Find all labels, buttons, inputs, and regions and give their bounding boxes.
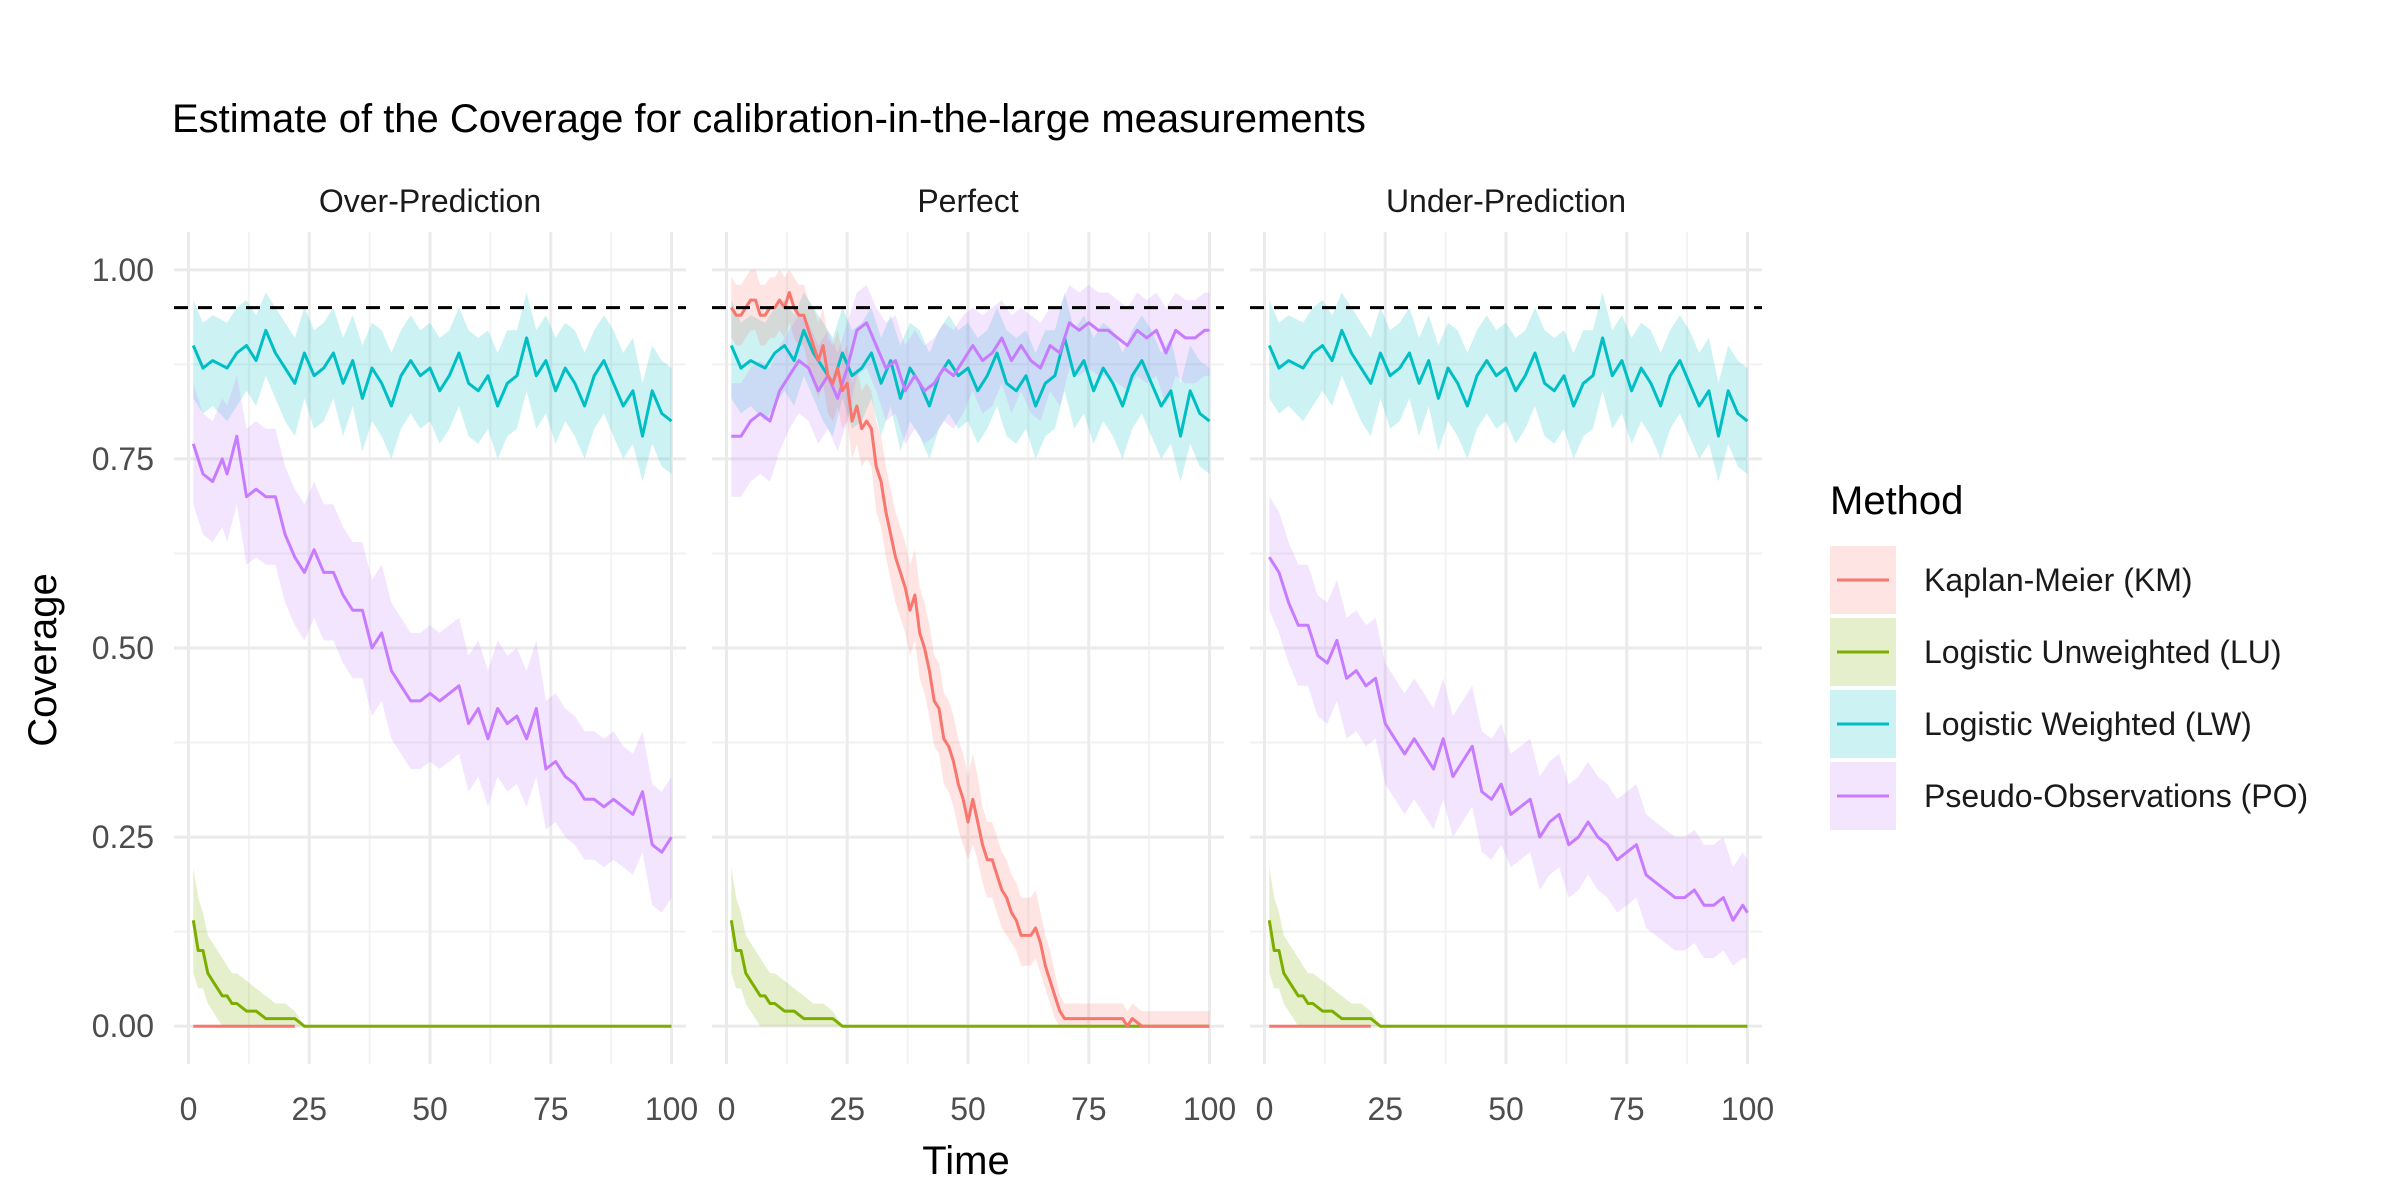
facet-panels: Over-Prediction 0 25 50 75 100 Perfect 0 25 50 75 1… bbox=[174, 183, 1774, 1127]
facet-panel: Perfect 0 25 50 75 100 bbox=[712, 183, 1236, 1127]
legend-items: Kaplan-Meier (KM) Logistic Unweighted (LU… bbox=[1830, 546, 2308, 830]
confidence-band bbox=[193, 292, 672, 482]
legend-item: Logistic Unweighted (LU) bbox=[1830, 618, 2282, 686]
chart-title: Estimate of the Coverage for calibration… bbox=[172, 97, 1366, 141]
x-tick-label: 75 bbox=[533, 1091, 569, 1127]
legend: Method Kaplan-Meier (KM) Logistic Unweigh… bbox=[1830, 479, 2308, 830]
x-tick-label: 75 bbox=[1071, 1091, 1107, 1127]
legend-label: Kaplan-Meier (KM) bbox=[1924, 562, 2193, 598]
series-line bbox=[191, 328, 673, 438]
legend-title: Method bbox=[1830, 479, 1963, 523]
series-line bbox=[730, 291, 1210, 1028]
series-line bbox=[191, 434, 673, 854]
series-line bbox=[1268, 556, 1749, 922]
confidence-band bbox=[193, 375, 672, 913]
confidence-band bbox=[731, 284, 1210, 497]
y-tick-label: 0.75 bbox=[92, 441, 154, 477]
legend-item: Kaplan-Meier (KM) bbox=[1830, 546, 2193, 614]
facet-strip-label: Under-Prediction bbox=[1386, 183, 1626, 219]
x-tick-label: 100 bbox=[1721, 1091, 1774, 1127]
y-axis-title: Coverage bbox=[21, 573, 65, 746]
legend-label: Pseudo-Observations (PO) bbox=[1924, 778, 2308, 814]
facet-panel: Under-Prediction 0 25 50 75 100 bbox=[1250, 183, 1774, 1127]
legend-label: Logistic Weighted (LW) bbox=[1924, 706, 2252, 742]
x-tick-label: 50 bbox=[950, 1091, 986, 1127]
y-tick-label: 1.00 bbox=[92, 252, 154, 288]
facet-strip-label: Over-Prediction bbox=[319, 183, 541, 219]
series-line bbox=[1267, 920, 1748, 1028]
series-line bbox=[191, 920, 672, 1028]
x-tick-label: 75 bbox=[1609, 1091, 1645, 1127]
series-line bbox=[731, 321, 1210, 438]
series-line bbox=[729, 920, 1210, 1028]
facet-panel: Over-Prediction 0 25 50 75 100 bbox=[174, 183, 698, 1127]
facet-strip-label: Perfect bbox=[917, 183, 1018, 219]
x-axis-title: Time bbox=[922, 1139, 1009, 1183]
x-tick-label: 25 bbox=[829, 1091, 865, 1127]
y-tick-label: 0.25 bbox=[92, 819, 154, 855]
confidence-band bbox=[1269, 496, 1748, 966]
x-tick-label: 100 bbox=[645, 1091, 698, 1127]
confidence-band bbox=[1269, 292, 1748, 482]
x-tick-label: 50 bbox=[412, 1091, 448, 1127]
x-tick-label: 0 bbox=[1256, 1091, 1274, 1127]
x-tick-label: 0 bbox=[180, 1091, 198, 1127]
x-tick-label: 25 bbox=[1367, 1091, 1403, 1127]
legend-label: Logistic Unweighted (LU) bbox=[1924, 634, 2282, 670]
legend-item: Pseudo-Observations (PO) bbox=[1830, 762, 2308, 830]
confidence-band bbox=[1269, 867, 1748, 1027]
confidence-band bbox=[731, 867, 1210, 1027]
x-tick-label: 0 bbox=[718, 1091, 736, 1127]
legend-item: Logistic Weighted (LW) bbox=[1830, 690, 2252, 758]
confidence-band bbox=[193, 867, 672, 1027]
confidence-band bbox=[731, 292, 1210, 482]
x-tick-label: 100 bbox=[1183, 1091, 1236, 1127]
y-tick-label: 0.50 bbox=[92, 630, 154, 666]
series-line bbox=[1267, 328, 1749, 438]
y-tick-label: 0.00 bbox=[92, 1008, 154, 1044]
y-axis-ticks: 0.00 0.25 0.50 0.75 1.00 bbox=[92, 252, 154, 1044]
series-line bbox=[729, 328, 1211, 438]
x-tick-label: 25 bbox=[291, 1091, 327, 1127]
x-tick-label: 50 bbox=[1488, 1091, 1524, 1127]
